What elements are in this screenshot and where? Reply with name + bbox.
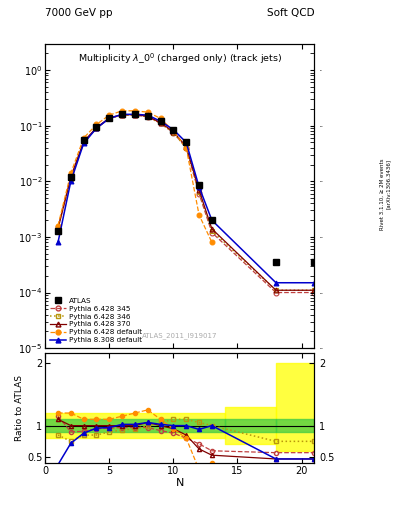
- Text: Rivet 3.1.10, ≥ 2M events
[arXiv:1306.3436]: Rivet 3.1.10, ≥ 2M events [arXiv:1306.34…: [380, 159, 391, 230]
- Text: 7000 GeV pp: 7000 GeV pp: [45, 8, 113, 18]
- X-axis label: N: N: [176, 478, 184, 487]
- Legend: ATLAS, Pythia 6.428 345, Pythia 6.428 346, Pythia 6.428 370, Pythia 6.428 defaul: ATLAS, Pythia 6.428 345, Pythia 6.428 34…: [49, 296, 143, 345]
- Text: Soft QCD: Soft QCD: [267, 8, 314, 18]
- Text: Multiplicity $\lambda\_0^0$ (charged only) (track jets): Multiplicity $\lambda\_0^0$ (charged onl…: [78, 51, 282, 66]
- Y-axis label: Ratio to ATLAS: Ratio to ATLAS: [15, 375, 24, 441]
- Text: ATLAS_2011_I919017: ATLAS_2011_I919017: [142, 332, 218, 339]
